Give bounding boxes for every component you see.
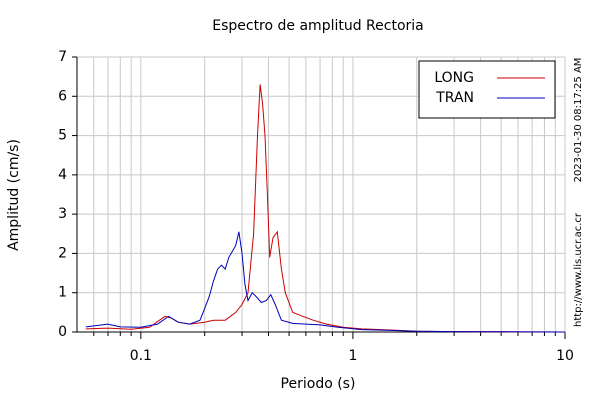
source-url: http://www.lis.ucr.ac.cr: [573, 212, 584, 327]
x-tick-label: 1: [348, 348, 357, 364]
y-tick-label: 7: [58, 49, 67, 65]
y-tick-label: 1: [58, 285, 67, 301]
x-tick-label: 0.1: [130, 348, 152, 364]
y-tick-label: 4: [58, 167, 67, 183]
legend-label: LONG: [434, 70, 474, 86]
y-tick-label: 2: [58, 245, 67, 261]
y-tick-label: 6: [58, 88, 67, 104]
y-axis-label: Amplitud (cm/s): [6, 139, 22, 251]
legend-box: [418, 60, 556, 119]
y-tick-label: 0: [58, 324, 67, 340]
x-tick-label: 10: [556, 348, 574, 364]
chart-title: Espectro de amplitud Rectoria: [212, 18, 424, 34]
series-line: [85, 84, 566, 333]
x-axis-label: Periodo (s): [281, 376, 356, 392]
series-line: [85, 231, 566, 333]
y-tick-label: 3: [58, 206, 67, 222]
y-tick-label: 5: [58, 128, 67, 144]
legend-label: TRAN: [435, 90, 474, 106]
timestamp: 2023-01-30 08:17:25 AM: [573, 58, 584, 183]
